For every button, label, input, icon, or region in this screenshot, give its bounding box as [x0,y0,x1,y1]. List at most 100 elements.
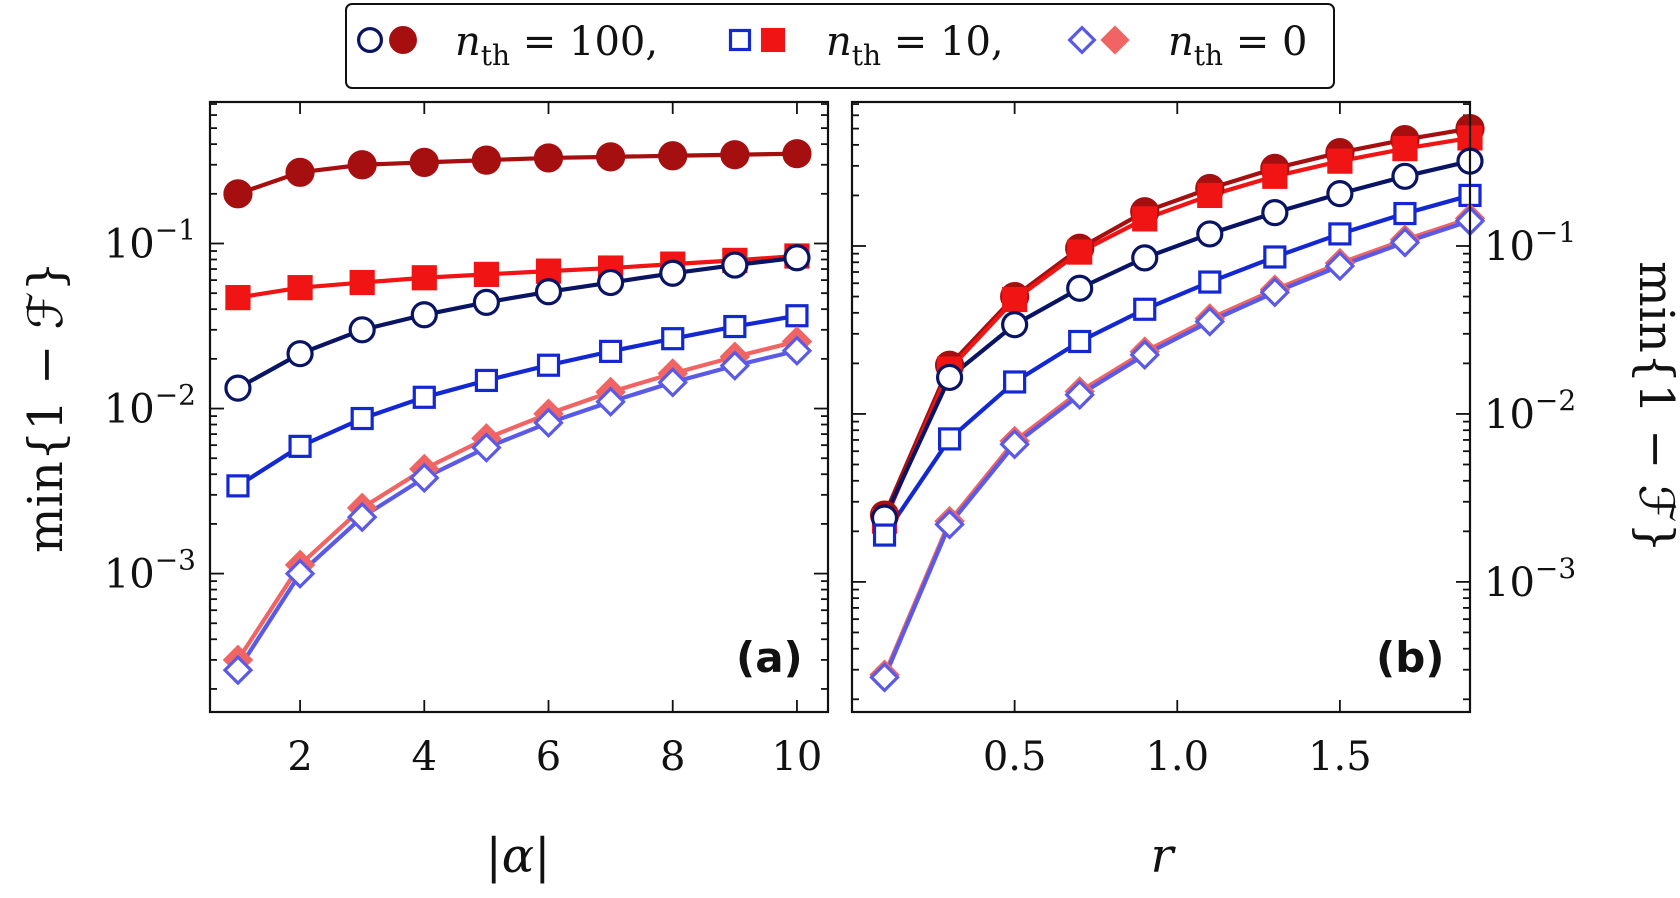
panel-a-series-line-2 [236,255,798,390]
panel-a-point-s5 [284,558,316,589]
panel-b-point-s5 [999,428,1030,460]
panel-a-point-s0 [596,142,626,172]
panel-a-point-s2 [286,340,314,368]
panel-b-point-s1 [1327,148,1353,174]
panel-b-point-s1 [1197,182,1223,209]
panel-b-point-s2 [935,363,964,392]
panel-a-point-s0 [533,143,564,173]
panel-b-point-s3 [1328,222,1352,246]
panel-b-point-s3 [1003,370,1027,394]
panel-a-point-s5 [471,432,502,463]
panel-a-point-s1 [287,275,313,301]
legend-label-1: nth = 10, [826,19,1004,72]
legend-label-2: nth = 0 [1168,19,1307,72]
panel-a-xtick-label: 10 [771,734,822,780]
panel-b-point-s3 [1068,329,1092,354]
panel-a-point-s2 [597,268,625,297]
panel-b-series-line-4 [882,216,1471,676]
panel-a-point-s1 [473,261,499,287]
legend-frame [345,3,1335,89]
panel-b-point-s1 [1262,163,1288,189]
legend-items: nth = 100, nth = 10, nth = 0 [357,19,1307,72]
panel-a-ticks: 2 4 6 8 10 10−3 10−2 10−1 [104,102,828,780]
legend-label-0: nth = 100, [455,19,658,72]
legend: nth = 100, nth = 10, nth = 0 [345,3,1335,89]
panel-b-point-s2 [1066,274,1094,302]
panel-b-point-s2 [1391,162,1419,190]
panel-a-point-s3 [661,327,685,351]
panel-a-point-s5 [222,654,254,686]
panel-a-point-s3 [288,434,312,458]
panel-a-point-s2 [659,259,687,287]
panel-a-point-s0 [223,179,253,209]
legend-marker-open-1 [728,28,752,52]
panel-a-point-s2 [721,251,749,279]
panel-b-point-s1 [1067,239,1093,265]
panel-b-ytick-label: 10−1 [1484,216,1576,270]
panel-a-ytick-label: 10−2 [104,379,196,433]
panel-a-point-s2 [783,244,811,272]
panel-b-point-s3 [937,427,962,451]
panel-b-series-line-3 [882,193,1471,537]
panel-a-point-s2 [534,278,563,306]
panel-a-series-line-4 [236,339,798,662]
panel-b-point-s5 [1389,227,1421,258]
legend-marker-filled-0 [389,26,417,54]
panel-b-point-s5 [1129,339,1160,371]
panel-b-xlabel: r [1151,828,1177,884]
panel-a-series-line-5 [236,348,798,672]
panel-b-point-s5 [934,509,965,540]
panel-a-point-s1 [349,269,375,296]
panel-a-point-s5 [346,501,378,533]
panel-a-point-s0 [285,157,315,187]
panel-b-xtick-label: 1.5 [1308,734,1372,780]
panel-b-xtick-label: 1.0 [1145,734,1209,780]
panel-b-point-s2 [1326,180,1354,208]
panel-a-frame [208,100,830,714]
panel-b-point-s1 [1392,136,1418,162]
panel-b-frame [850,100,1472,714]
legend-marker-filled-1 [760,27,786,53]
legend-marker-filled-2 [1100,25,1130,55]
panel-a-point-s5 [409,462,440,494]
panel-b-series-line-1 [882,135,1471,522]
panel-a-point-s3 [536,353,561,377]
panel-b-point-s5 [1064,379,1095,411]
panel-a-point-s2 [472,288,500,316]
panel-a-tag: (a) [736,633,803,682]
panel-a-point-s5 [657,367,688,398]
panel-a-point-s2 [348,316,376,344]
panel-b-point-s2 [1131,244,1159,272]
panel-a-point-s0 [471,145,501,175]
panel-a-point-s0 [720,140,750,170]
panel-b-series-line-2 [882,159,1471,519]
panel-b-point-s5 [1194,306,1226,337]
panel-a-xlabel: |α| [486,828,551,884]
panel-a-point-s1 [411,265,437,291]
panel-b-point-s1 [1002,286,1028,313]
panel-a-point-s5 [533,407,564,439]
panel-a-ylabel: min{1 − ℱ} [18,261,74,553]
panel-b-point-s3 [1393,201,1417,226]
panel-a-data [222,139,813,686]
panel-a-point-s1 [225,285,251,311]
panel-a-point-s2 [224,374,252,402]
panel-b-point-s2 [1261,199,1289,227]
panel-a-point-s3 [474,368,498,393]
panel-b-point-s2 [1001,311,1029,339]
panel-b-series-line-0 [882,126,1471,516]
panel-b-xtick-label: 0.5 [983,734,1047,780]
legend-marker-open-0 [357,27,384,53]
panel-b-point-s5 [1259,277,1291,308]
panel-b: 0.5 1.0 1.5 10−3 10−2 10−1 (b) r min{1 − ℱ} [850,100,1680,884]
panel-a-point-s0 [782,139,812,169]
panel-b-point-s5 [1324,250,1356,282]
panel-a-point-s0 [658,141,688,171]
panel-b-point-s5 [869,662,900,693]
panel-a-series-line-1 [237,253,798,300]
panel-a-xtick-label: 8 [660,734,685,780]
panel-a-point-s0 [347,150,377,180]
panel-a-xtick-label: 4 [412,734,437,780]
panel-a-series-line-0 [237,151,797,196]
